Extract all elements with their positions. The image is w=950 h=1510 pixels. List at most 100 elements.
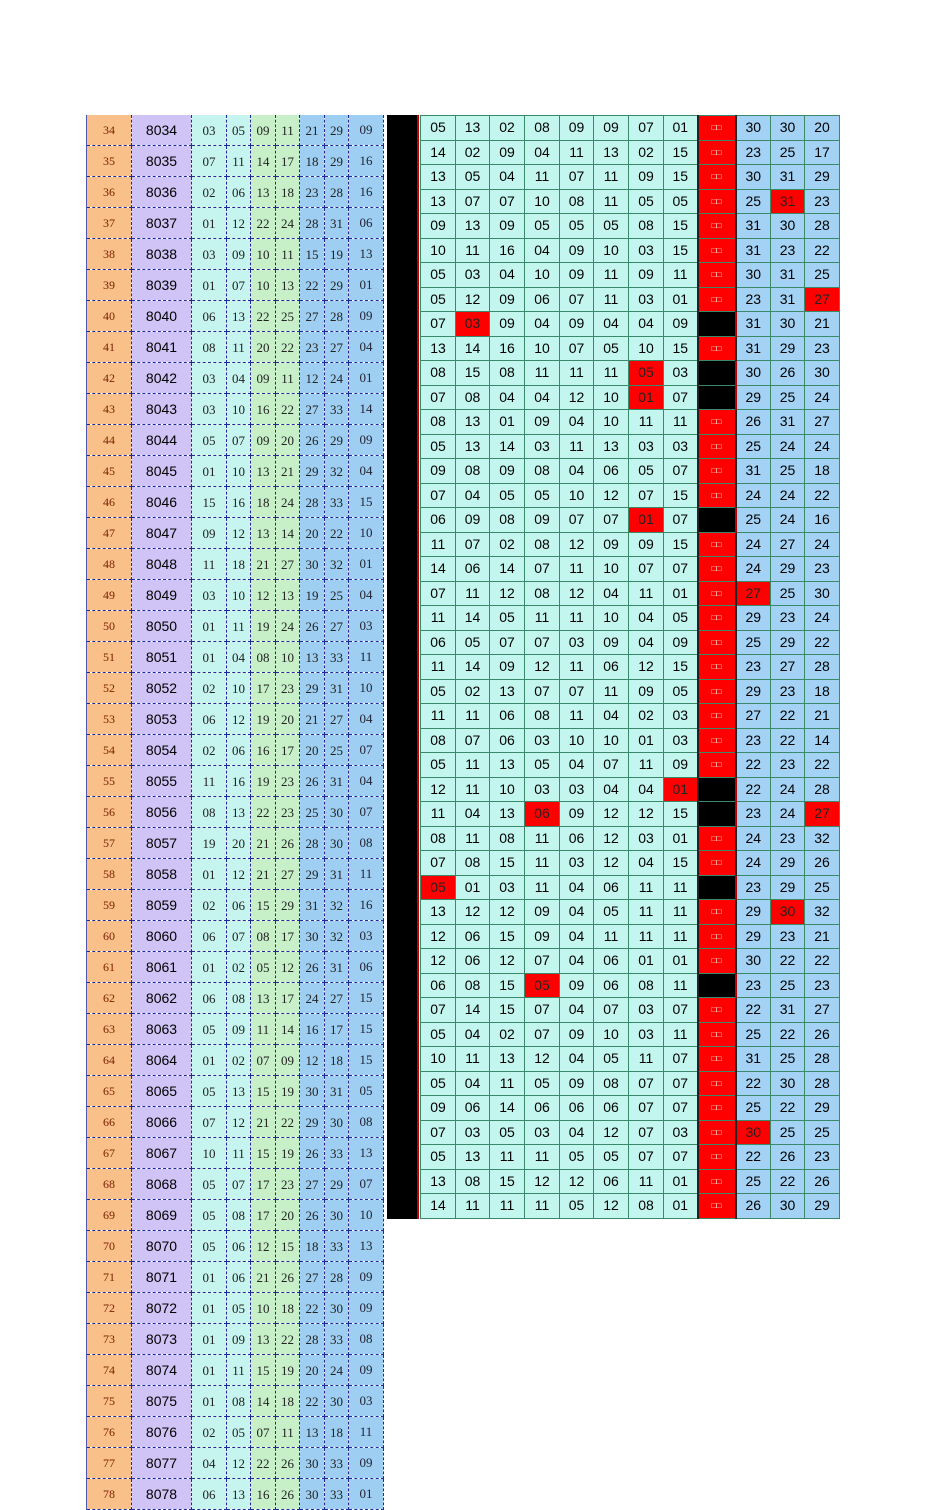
gap-cell: 10 [593, 605, 629, 631]
gap-cell: 03 [559, 629, 594, 655]
gap-cell: 07 [420, 311, 456, 337]
gap-cell: 07 [628, 1095, 664, 1121]
gap-cell: 11 [455, 825, 490, 851]
drawn-number-cell: 33 [324, 1230, 349, 1262]
sum-cell: 22 [804, 237, 840, 263]
drawn-number-cell: 12 [226, 1447, 251, 1479]
row-index-cell: 64 [86, 1044, 132, 1076]
gap-cell: 05 [420, 286, 456, 312]
gap-cell: 07 [524, 1021, 560, 1047]
sum-cell: 30 [735, 115, 771, 141]
gap-cell: 07 [663, 1095, 698, 1121]
row-index-cell: 76 [86, 1416, 132, 1448]
gap-cell: 07 [559, 286, 594, 312]
table-row: 13 07 07 10 08 11 05 05 □□ 25 31 23 [420, 188, 840, 214]
drawn-number-cell: 29 [299, 455, 325, 487]
row-index-cell: 35 [86, 145, 132, 177]
table-row: 08 11 08 11 06 12 03 01 □□ 24 23 32 [420, 825, 840, 851]
black-marker-cell [696, 874, 737, 900]
drawn-number-cell: 31 [324, 1075, 349, 1107]
blue-ball-cell: 10 [348, 672, 384, 704]
gap-cell: 04 [489, 262, 525, 288]
drawn-number-cell: 27 [299, 300, 325, 332]
gap-cell: 06 [455, 948, 490, 974]
drawn-number-cell: 24 [275, 610, 300, 642]
gap-cell: 07 [559, 335, 594, 361]
period-cell: 8073 [131, 1323, 192, 1355]
sum-cell: 31 [770, 286, 805, 312]
drawn-number-cell: 06 [191, 920, 227, 952]
period-cell: 8040 [131, 300, 192, 332]
gap-cell: 05 [420, 433, 456, 459]
drawn-number-cell: 16 [226, 765, 251, 797]
row-index-cell: 60 [86, 920, 132, 952]
drawn-number-cell: 22 [275, 1323, 300, 1355]
drawn-number-cell: 22 [250, 796, 276, 828]
gap-cell: 15 [663, 801, 698, 827]
drawn-number-cell: 17 [275, 734, 300, 766]
sum-cell: 30 [735, 948, 771, 974]
gap-cell: 09 [559, 115, 594, 141]
sum-cell: 24 [770, 507, 805, 533]
gap-cell: 11 [663, 874, 698, 900]
drawn-number-cell: 27 [324, 610, 349, 642]
gap-cell: 13 [593, 139, 629, 165]
sum-cell: 31 [735, 237, 771, 263]
sum-cell: 23 [735, 972, 771, 998]
sum-cell: 28 [804, 776, 840, 802]
highlighted-gap-cell: 05 [524, 972, 560, 998]
gap-cell: 09 [420, 458, 456, 484]
gap-cell: 11 [663, 972, 698, 998]
gap-cell: 15 [663, 139, 698, 165]
gap-cell: 04 [628, 605, 664, 631]
gap-cell: 06 [489, 703, 525, 729]
gap-cell: 11 [593, 923, 629, 949]
gap-cell: 14 [489, 433, 525, 459]
gap-cell: 04 [559, 997, 594, 1023]
sum-cell: 25 [804, 874, 840, 900]
red-marker-cell: □□ [696, 703, 737, 729]
period-cell: 8036 [131, 176, 192, 208]
period-cell: 8069 [131, 1199, 192, 1231]
red-marker-cell: □□ [696, 556, 737, 582]
drawn-number-cell: 10 [250, 1292, 276, 1324]
blue-ball-cell: 06 [348, 207, 384, 239]
sum-cell: 31 [770, 409, 805, 435]
table-row: 52 8052 02 10 17 23 29 31 10 [86, 672, 384, 704]
gap-cell: 11 [455, 1046, 490, 1072]
drawn-number-cell: 25 [324, 734, 349, 766]
gap-cell: 07 [663, 384, 698, 410]
row-index-cell: 45 [86, 455, 132, 487]
gap-cell: 08 [455, 850, 490, 876]
drawn-number-cell: 15 [191, 486, 227, 518]
drawn-number-cell: 29 [324, 115, 349, 146]
drawn-number-cell: 30 [299, 1075, 325, 1107]
drawn-number-cell: 04 [226, 362, 251, 394]
drawn-number-cell: 26 [275, 1261, 300, 1293]
drawn-number-cell: 30 [324, 1292, 349, 1324]
drawn-number-cell: 31 [324, 207, 349, 239]
gap-cell: 15 [663, 654, 698, 680]
table-row: 06 05 07 07 03 09 04 09 □□ 25 29 22 [420, 629, 840, 655]
sum-cell: 30 [770, 1193, 805, 1219]
period-cell: 8043 [131, 393, 192, 425]
drawn-number-cell: 06 [226, 734, 251, 766]
sum-cell: 16 [804, 507, 840, 533]
drawn-number-cell: 11 [191, 548, 227, 580]
table-row: 54 8054 02 06 16 17 20 25 07 [86, 734, 384, 766]
gap-cell: 03 [489, 874, 525, 900]
gap-cell: 03 [455, 1119, 490, 1145]
gap-cell: 10 [559, 482, 594, 508]
red-marker-cell: □□ [696, 752, 737, 778]
gap-cell: 10 [420, 237, 456, 263]
drawn-number-cell: 08 [226, 1199, 251, 1231]
highlighted-sum-cell: 31 [770, 188, 805, 214]
sum-cell: 29 [735, 384, 771, 410]
drawn-number-cell: 20 [275, 703, 300, 735]
gap-cell: 09 [628, 164, 664, 190]
drawn-number-cell: 31 [299, 889, 325, 921]
drawn-number-cell: 10 [226, 579, 251, 611]
table-row: 14 02 09 04 11 13 02 15 □□ 23 25 17 [420, 139, 840, 165]
sum-cell: 27 [804, 997, 840, 1023]
drawn-number-cell: 25 [299, 796, 325, 828]
